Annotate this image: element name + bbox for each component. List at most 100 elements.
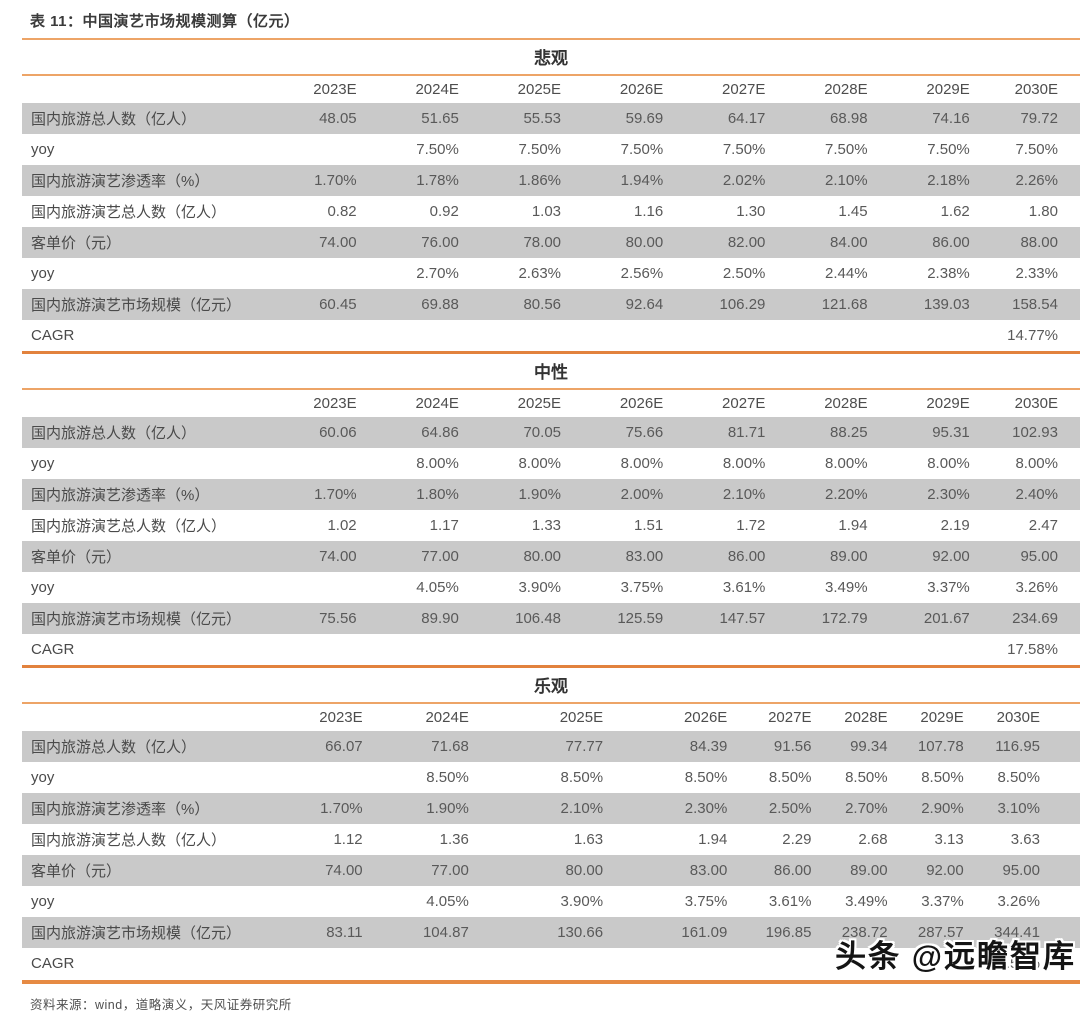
cell-value: [365, 320, 467, 351]
corner-cell: [22, 76, 262, 103]
cell-value: [260, 762, 370, 793]
year-column-header: 2029E: [926, 395, 970, 412]
section-divider: [22, 388, 1080, 390]
cell-value: 64.86: [421, 424, 459, 441]
cell-value: 79.72: [1020, 110, 1058, 127]
cell-value: 92.64: [625, 296, 664, 313]
cell-value: 80.00: [625, 234, 664, 251]
cell-value: 8.00%: [518, 455, 562, 472]
year-column-header: 2028E: [844, 709, 888, 726]
scenario-section-neutral: 中性 2023E 2024E 2025E 2026E 2027E 2028E 2029E 20…: [0, 354, 1080, 665]
cell-value: [876, 634, 978, 665]
cell-value: 17.58%: [1007, 641, 1058, 658]
cell-value: 89.00: [830, 548, 868, 565]
cell-value: 95.00: [1020, 548, 1058, 565]
cell-value: 1.45: [838, 203, 868, 220]
title-divider: [22, 38, 1080, 40]
cell-value: 7.50%: [1015, 141, 1058, 158]
cell-value: 2.02%: [722, 172, 766, 189]
cell-value: 1.70%: [320, 800, 363, 817]
cell-value: 1.78%: [416, 172, 459, 189]
cell-value: 8.00%: [825, 455, 868, 472]
year-column-header: 2023E: [319, 709, 363, 726]
cell-value: 74.00: [319, 548, 357, 565]
row-label: 国内旅游演艺总人数（亿人）: [31, 518, 227, 535]
cell-value: 8.50%: [426, 769, 469, 786]
table-row: 国内旅游演艺渗透率（%） 1.70% 1.78% 1.86% 1.94% 2.02% 2.1…: [22, 165, 1080, 196]
cell-value: 8.50%: [560, 769, 604, 786]
table-row: yoy 8.00% 8.00% 8.00% 8.00% 8.00% 8.00% 8.00%: [22, 448, 1080, 479]
cell-value: 2.70%: [845, 800, 888, 817]
cell-value: 60.45: [319, 296, 357, 313]
cell-value: 8.00%: [416, 455, 459, 472]
row-label: yoy: [31, 579, 55, 596]
cell-value: 92.00: [926, 862, 964, 879]
cell-value: 59.69: [625, 110, 664, 127]
cell-value: 1.12: [333, 831, 363, 848]
cell-value: [773, 320, 875, 351]
cell-value: [260, 886, 370, 917]
row-label: 国内旅游总人数（亿人）: [31, 425, 197, 442]
scenario-table-neutral: 2023E 2024E 2025E 2026E 2027E 2028E 2029E 2030E…: [22, 390, 1080, 665]
cell-value: 1.90%: [426, 800, 469, 817]
cell-value: 86.00: [727, 548, 766, 565]
cell-value: 2.50%: [722, 265, 766, 282]
table-row: CAGR 14.77%: [22, 320, 1080, 351]
row-label: 国内旅游总人数（亿人）: [31, 739, 197, 756]
row-label: 国内旅游演艺渗透率（%）: [31, 801, 210, 818]
cell-value: 83.11: [326, 924, 363, 941]
table-row: 国内旅游演艺渗透率（%） 1.70% 1.80% 1.90% 2.00% 2.10% 2.2…: [22, 479, 1080, 510]
table-row: 国内旅游总人数（亿人） 48.05 51.65 55.53 59.69 64.17 68.9…: [22, 103, 1080, 134]
section-divider: [22, 74, 1080, 76]
cell-value: 83.00: [689, 862, 728, 879]
cell-value: 2.68: [858, 831, 888, 848]
cell-value: 3.26%: [997, 893, 1040, 910]
cell-value: 70.05: [523, 424, 562, 441]
cell-value: [773, 634, 875, 665]
row-label: CAGR: [31, 327, 75, 344]
cell-value: 1.03: [531, 203, 562, 220]
cell-value: 196.85: [765, 924, 812, 941]
cell-value: [611, 948, 735, 979]
table-row: 国内旅游总人数（亿人） 60.06 64.86 70.05 75.66 81.71 88.2…: [22, 417, 1080, 448]
corner-cell: [22, 390, 262, 417]
cell-value: 107.78: [917, 738, 964, 755]
cell-value: 102.93: [1012, 424, 1058, 441]
cell-value: 1.72: [736, 517, 766, 534]
cell-value: 3.37%: [927, 579, 970, 596]
cell-value: 2.56%: [620, 265, 664, 282]
cell-value: 3.61%: [722, 579, 766, 596]
cell-value: 88.25: [830, 424, 868, 441]
year-column-header: 2025E: [517, 81, 562, 98]
table-row: yoy 4.05% 3.90% 3.75% 3.61% 3.49% 3.37% 3.26%: [22, 886, 1080, 917]
table-row: 国内旅游演艺市场规模（亿元） 75.56 89.90 106.48 125.59 147.…: [22, 603, 1080, 634]
cell-value: 75.66: [625, 424, 664, 441]
bottom-divider: [22, 980, 1080, 984]
cell-value: 3.49%: [825, 579, 868, 596]
cell-value: 3.90%: [518, 579, 562, 596]
year-column-header: 2025E: [559, 709, 604, 726]
cell-value: 2.26%: [1015, 172, 1058, 189]
cell-value: 4.05%: [416, 579, 459, 596]
row-label: yoy: [31, 893, 55, 910]
cell-value: 8.50%: [997, 769, 1040, 786]
cell-value: [260, 948, 370, 979]
watermark: 头条 @远瞻智库: [835, 939, 1076, 974]
cell-value: 22.50%: [989, 955, 1040, 972]
cell-value: 3.90%: [560, 893, 604, 910]
cell-value: [467, 634, 569, 665]
cell-value: 116.95: [995, 738, 1040, 755]
cell-value: [262, 258, 364, 289]
cell-value: 106.29: [719, 296, 766, 313]
cell-value: [477, 948, 611, 979]
row-label: 客单价（元）: [31, 235, 122, 252]
year-column-header: 2025E: [517, 395, 562, 412]
cell-value: 8.50%: [921, 769, 964, 786]
cell-value: 0.82: [327, 203, 357, 220]
year-column-header: 2030E: [1014, 81, 1058, 98]
cell-value: 92.00: [932, 548, 970, 565]
cell-value: 1.90%: [518, 486, 562, 503]
cell-value: 344.41: [994, 924, 1040, 941]
cell-value: 2.20%: [825, 486, 868, 503]
row-label: 客单价（元）: [31, 549, 122, 566]
